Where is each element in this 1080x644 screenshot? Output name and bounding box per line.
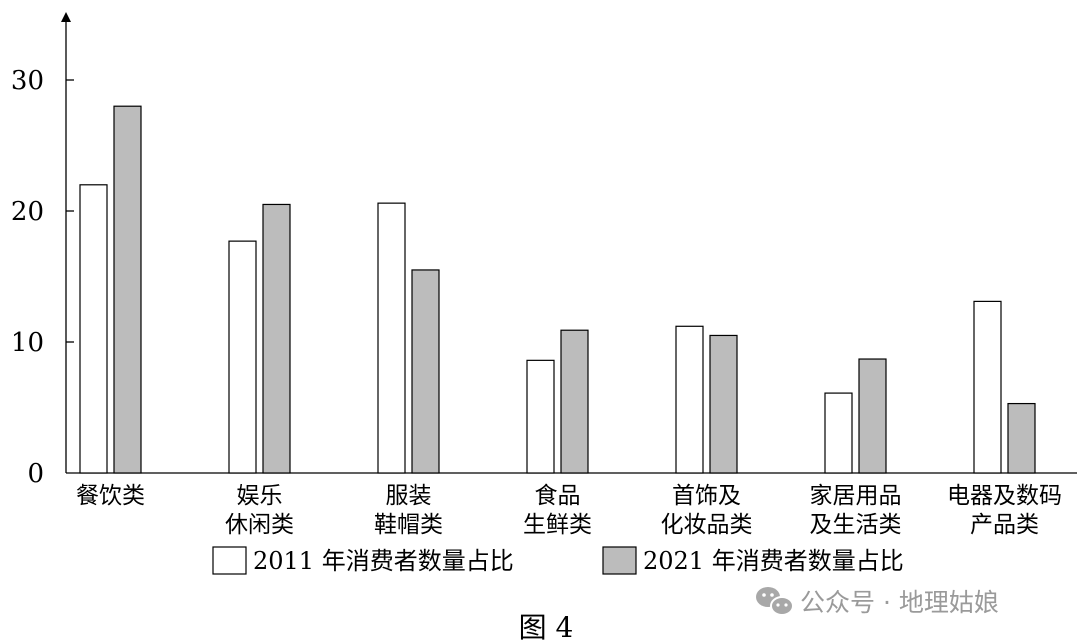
bar-2021: 2021 年消费者数量占比: 8.7 bbox=[858, 358, 887, 474]
bar-2021: 2021 年消费者数量占比: 20.5 bbox=[262, 203, 291, 474]
chart-bars: 2011 年消费者数量占比: 222021 年消费者数量占比: 28 2011 年… bbox=[79, 105, 1036, 474]
bar-2021: 2021 年消费者数量占比: 10.9 bbox=[560, 329, 589, 474]
wechat-icon bbox=[756, 587, 794, 616]
chart-legend: 2011 年消费者数量占比 2021 年消费者数量占比 bbox=[212, 546, 904, 575]
watermark: 公众号 · 地理姑娘 bbox=[756, 587, 999, 617]
bar-2011: 2011 年消费者数量占比: 20.6 bbox=[377, 202, 406, 474]
category-label: 生鲜类 bbox=[523, 512, 592, 538]
bar-2021: 2021 年消费者数量占比: 10.5 bbox=[709, 334, 738, 474]
category-label: 家居用品 bbox=[810, 483, 902, 509]
category-label: 及生活类 bbox=[810, 512, 902, 538]
bar-2011: 2011 年消费者数量占比: 22 bbox=[79, 184, 108, 474]
y-tick-label: 0 bbox=[27, 459, 44, 489]
figure-caption: 图 4 bbox=[519, 611, 574, 644]
bar-2011: 2011 年消费者数量占比: 8.6 bbox=[526, 359, 555, 474]
bar-2021: 2021 年消费者数量占比: 28 bbox=[113, 105, 142, 474]
legend-label: 2011 年消费者数量占比 bbox=[253, 547, 514, 575]
bar-2011: 2011 年消费者数量占比: 17.7 bbox=[228, 240, 257, 474]
y-axis-ticks: 0 10 20 30 bbox=[11, 66, 74, 489]
category-label: 产品类 bbox=[970, 512, 1039, 538]
bar-2011: 2011 年消费者数量占比: 6.1 bbox=[824, 392, 853, 474]
bar-2021: 2021 年消费者数量占比: 15.5 bbox=[411, 269, 440, 474]
category-label: 娱乐 bbox=[237, 483, 283, 509]
bar-2011: 2011 年消费者数量占比: 11.2 bbox=[675, 325, 704, 474]
category-label: 餐饮类 bbox=[76, 483, 145, 509]
category-label: 服装 bbox=[386, 483, 432, 509]
category-label: 化妆品类 bbox=[661, 512, 753, 538]
category-label: 鞋帽类 bbox=[374, 512, 443, 538]
category-label: 休闲类 bbox=[225, 512, 294, 538]
legend-label: 2021 年消费者数量占比 bbox=[643, 547, 904, 575]
legend-swatch bbox=[602, 546, 637, 575]
y-tick-label: 20 bbox=[11, 197, 44, 227]
y-tick-label: 10 bbox=[11, 328, 44, 358]
watermark-text: 公众号 · 地理姑娘 bbox=[800, 588, 999, 617]
category-label: 首饰及 bbox=[672, 483, 741, 509]
legend-swatch bbox=[212, 546, 247, 575]
y-axis-arrow-icon bbox=[61, 12, 71, 22]
category-label: 电器及数码 bbox=[947, 483, 1062, 509]
category-label: 食品 bbox=[535, 483, 581, 509]
bar-2011: 2011 年消费者数量占比: 13.1 bbox=[973, 300, 1002, 474]
bar-2021: 2021 年消费者数量占比: 5.3 bbox=[1007, 402, 1036, 474]
y-tick-label: 30 bbox=[11, 66, 44, 96]
